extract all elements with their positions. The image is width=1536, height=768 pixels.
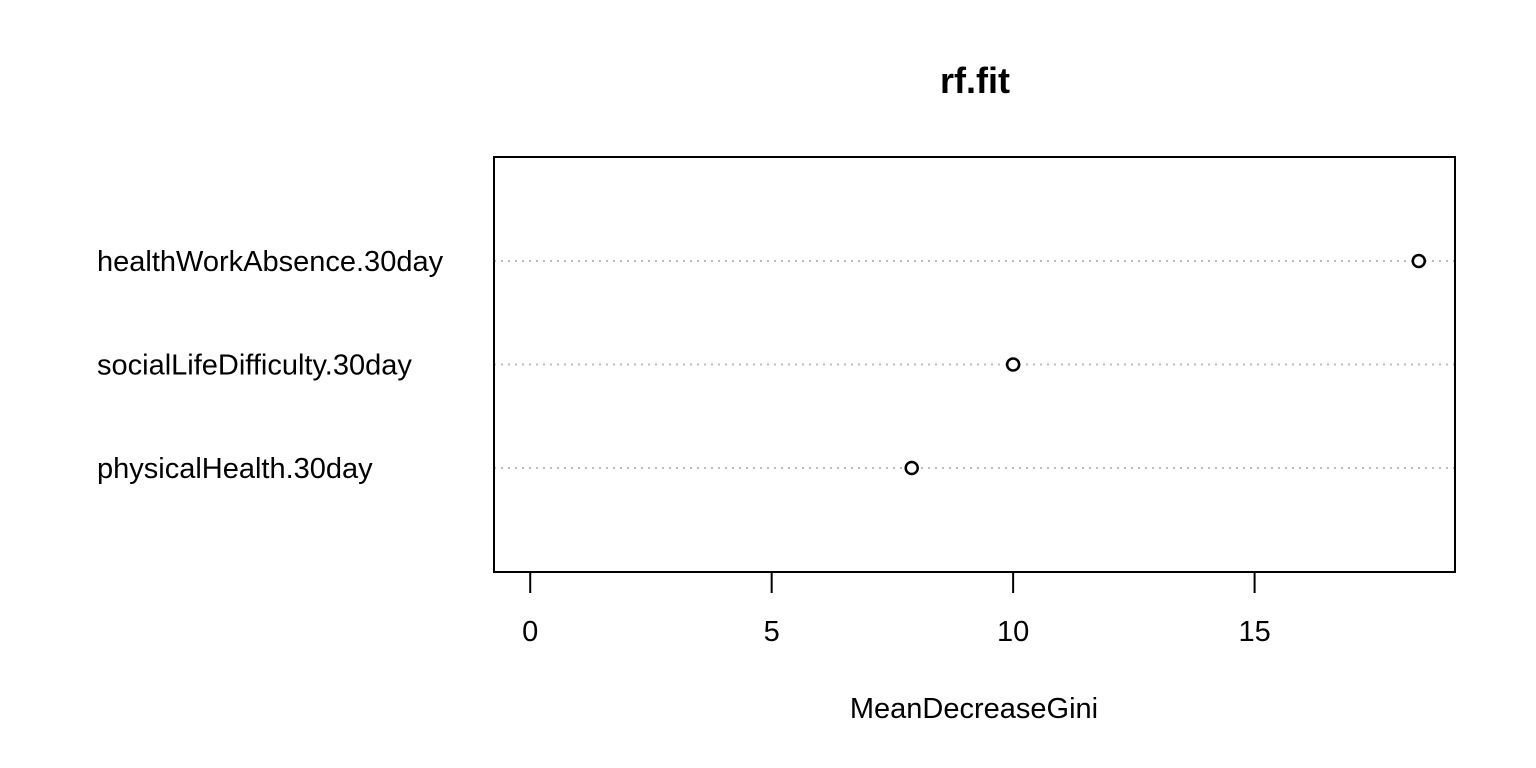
category-labels: physicalHealth.30day socialLifeDifficulty… — [97, 246, 444, 485]
x-axis-label: MeanDecreaseGini — [850, 693, 1098, 725]
x-tick-label: 0 — [522, 616, 538, 648]
x-tick-label: 10 — [997, 616, 1029, 648]
data-point — [904, 460, 919, 476]
data-point — [1005, 357, 1021, 372]
x-tick-label: 15 — [1238, 616, 1270, 648]
data-point — [1411, 253, 1427, 269]
category-label: socialLifeDifficulty.30day — [97, 350, 412, 382]
x-tick-label: 5 — [764, 616, 780, 648]
plot-frame — [493, 156, 1456, 573]
x-axis: 0 5 10 15 — [522, 571, 1271, 648]
chart-title: rf.fit — [940, 60, 1010, 101]
category-label: healthWorkAbsence.30day — [97, 246, 444, 278]
guide-lines — [494, 260, 1455, 469]
data-points — [904, 253, 1427, 476]
category-label: physicalHealth.30day — [97, 453, 373, 485]
